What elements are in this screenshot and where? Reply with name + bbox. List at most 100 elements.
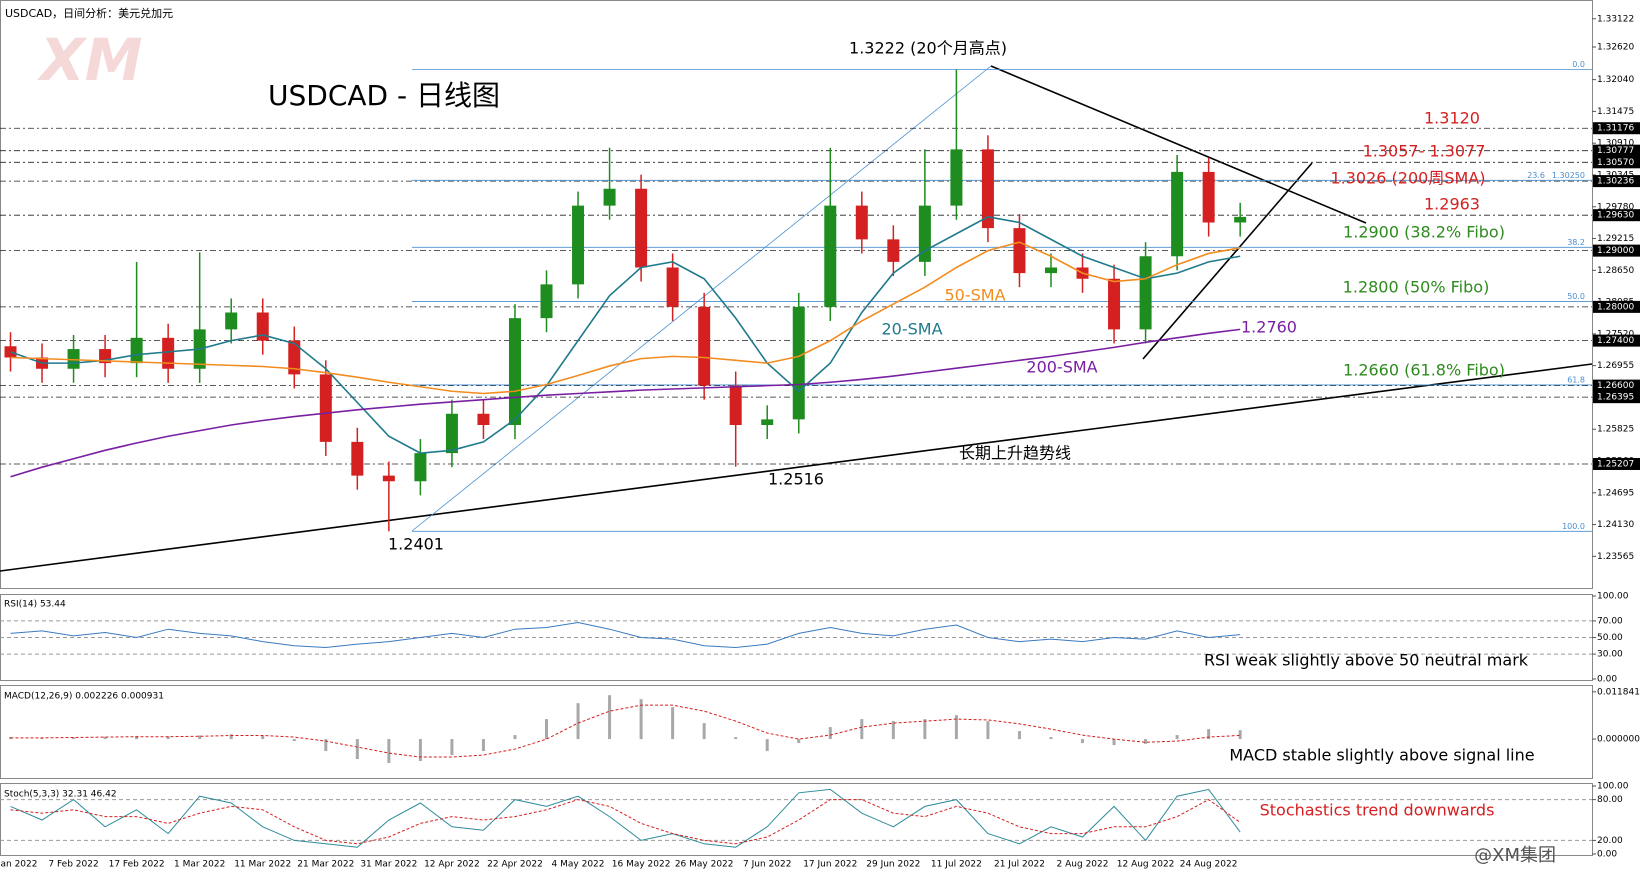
x-tick-label: 24 Aug 2022	[1180, 860, 1238, 870]
x-tick-label: 21 Mar 2022	[297, 860, 354, 870]
x-tick-label: 7 Jun 2022	[743, 860, 791, 870]
candle-body	[540, 284, 553, 319]
x-tick-label: 12 Apr 2022	[424, 860, 480, 870]
annotation: 1.3026 (200周SMA)	[1330, 169, 1485, 188]
y-tick-label: 0.011841	[1597, 687, 1640, 697]
panel-note: RSI weak slightly above 50 neutral mark	[1204, 651, 1529, 670]
x-tick-label: 11 Mar 2022	[234, 860, 291, 870]
macd-bar	[1207, 729, 1211, 740]
candle-body	[256, 312, 269, 341]
macd-bar	[324, 739, 328, 752]
macd-bar	[292, 739, 296, 742]
candle-body	[950, 149, 963, 206]
level-tag	[1593, 244, 1640, 257]
candle-body	[698, 306, 711, 386]
level-label: 1.30570	[1597, 158, 1634, 168]
sma-line	[10, 328, 1241, 478]
level-label: 1.25207	[1597, 459, 1634, 469]
panel-note: Stochastics trend downwards	[1260, 801, 1495, 820]
fibo-level: 100.0	[1562, 522, 1585, 531]
candle-body	[635, 188, 648, 268]
macd-bar	[229, 734, 233, 740]
level-tag	[1593, 156, 1640, 169]
macd-bar	[1175, 735, 1179, 740]
chart-title: USDCAD - 日线图	[268, 79, 500, 112]
candle-body	[887, 239, 900, 262]
panel-title: Stoch(5,3,3) 32.31 46.42	[4, 790, 117, 800]
level-tag	[1593, 457, 1640, 470]
candle-body	[1202, 171, 1215, 223]
candle-body	[572, 205, 585, 285]
annotation: 1.2660 (61.8% Fibo)	[1343, 361, 1505, 380]
y-tick-label: 1.31475	[1597, 107, 1634, 117]
candle-body	[1013, 228, 1026, 274]
fibo-level: 61.8	[1567, 375, 1585, 384]
level-tag	[1593, 175, 1640, 188]
candle-body	[918, 205, 931, 262]
macd-panel	[0, 685, 1593, 779]
candle-body	[761, 419, 774, 425]
y-tick-label: 0.00	[1597, 850, 1617, 860]
macd-bar	[986, 721, 990, 740]
fibo-price: 1.30250	[1552, 171, 1585, 180]
y-tick-label: 1.24695	[1597, 488, 1634, 498]
level-tag	[1593, 391, 1640, 404]
y-tick-label: 1.29215	[1597, 234, 1634, 244]
candle-body	[288, 340, 301, 375]
x-tick-label: 4 May 2022	[552, 860, 605, 870]
candle-body	[319, 374, 332, 442]
x-tick-label: 7 Feb 2022	[48, 860, 98, 870]
candle-body	[1234, 216, 1247, 223]
macd-bar	[765, 739, 769, 752]
level-tag	[1593, 209, 1640, 222]
annotation: 1.3057- 1.3077	[1363, 142, 1486, 161]
candle-body	[824, 205, 837, 307]
candle-body	[855, 205, 868, 240]
panel-note: MACD stable slightly above signal line	[1229, 746, 1534, 765]
macd-bar	[734, 737, 738, 740]
y-tick-label: 1.25825	[1597, 425, 1634, 435]
macd-bar	[671, 707, 675, 740]
stoch-panel	[0, 783, 1593, 856]
level-tag	[1593, 122, 1640, 135]
macd-bar	[860, 719, 864, 740]
trend-line	[1142, 162, 1313, 360]
candle-body	[225, 312, 238, 330]
annotation: 1.2900 (38.2% Fibo)	[1343, 223, 1505, 242]
x-tick-label: 17 Feb 2022	[109, 860, 165, 870]
macd-bar	[639, 699, 643, 740]
annotation: 1.2401	[388, 535, 444, 554]
macd-bar	[481, 739, 485, 752]
macd-bar	[1049, 737, 1053, 740]
fibo-level: 38.2	[1567, 238, 1585, 247]
candle-body	[792, 306, 805, 420]
candle-body	[981, 149, 994, 229]
level-tag	[1593, 379, 1640, 392]
macd-bar	[198, 735, 202, 740]
fibo-level: 50.0	[1567, 292, 1585, 301]
x-tick-label: 16 May 2022	[612, 860, 671, 870]
level-tag	[1593, 334, 1640, 347]
macd-bar	[954, 715, 958, 740]
macd-bar	[103, 736, 107, 740]
candle-body	[1171, 171, 1184, 257]
macd-bar	[40, 737, 44, 740]
candle-body	[508, 318, 521, 425]
candle-body	[162, 337, 175, 369]
macd-bar	[135, 735, 139, 740]
annotation: 1.2516	[768, 470, 824, 489]
candle-body	[382, 475, 395, 482]
header: USDCAD，日间分析：美元兑加元	[5, 6, 173, 20]
panel-title: RSI(14) 53.44	[4, 600, 66, 610]
y-tick-label: 1.32040	[1597, 75, 1634, 85]
level-label: 1.31176	[1597, 124, 1634, 134]
series-label: 20-SMA	[881, 320, 942, 339]
sma-line	[10, 241, 1241, 395]
macd-bar	[1238, 730, 1242, 740]
level-label: 1.29630	[1597, 211, 1634, 221]
y-tick-label: 1.28650	[1597, 266, 1634, 276]
x-tick-label: 21 Jul 2022	[994, 860, 1045, 870]
macd-bar	[72, 737, 76, 740]
macd-bar	[576, 703, 580, 740]
